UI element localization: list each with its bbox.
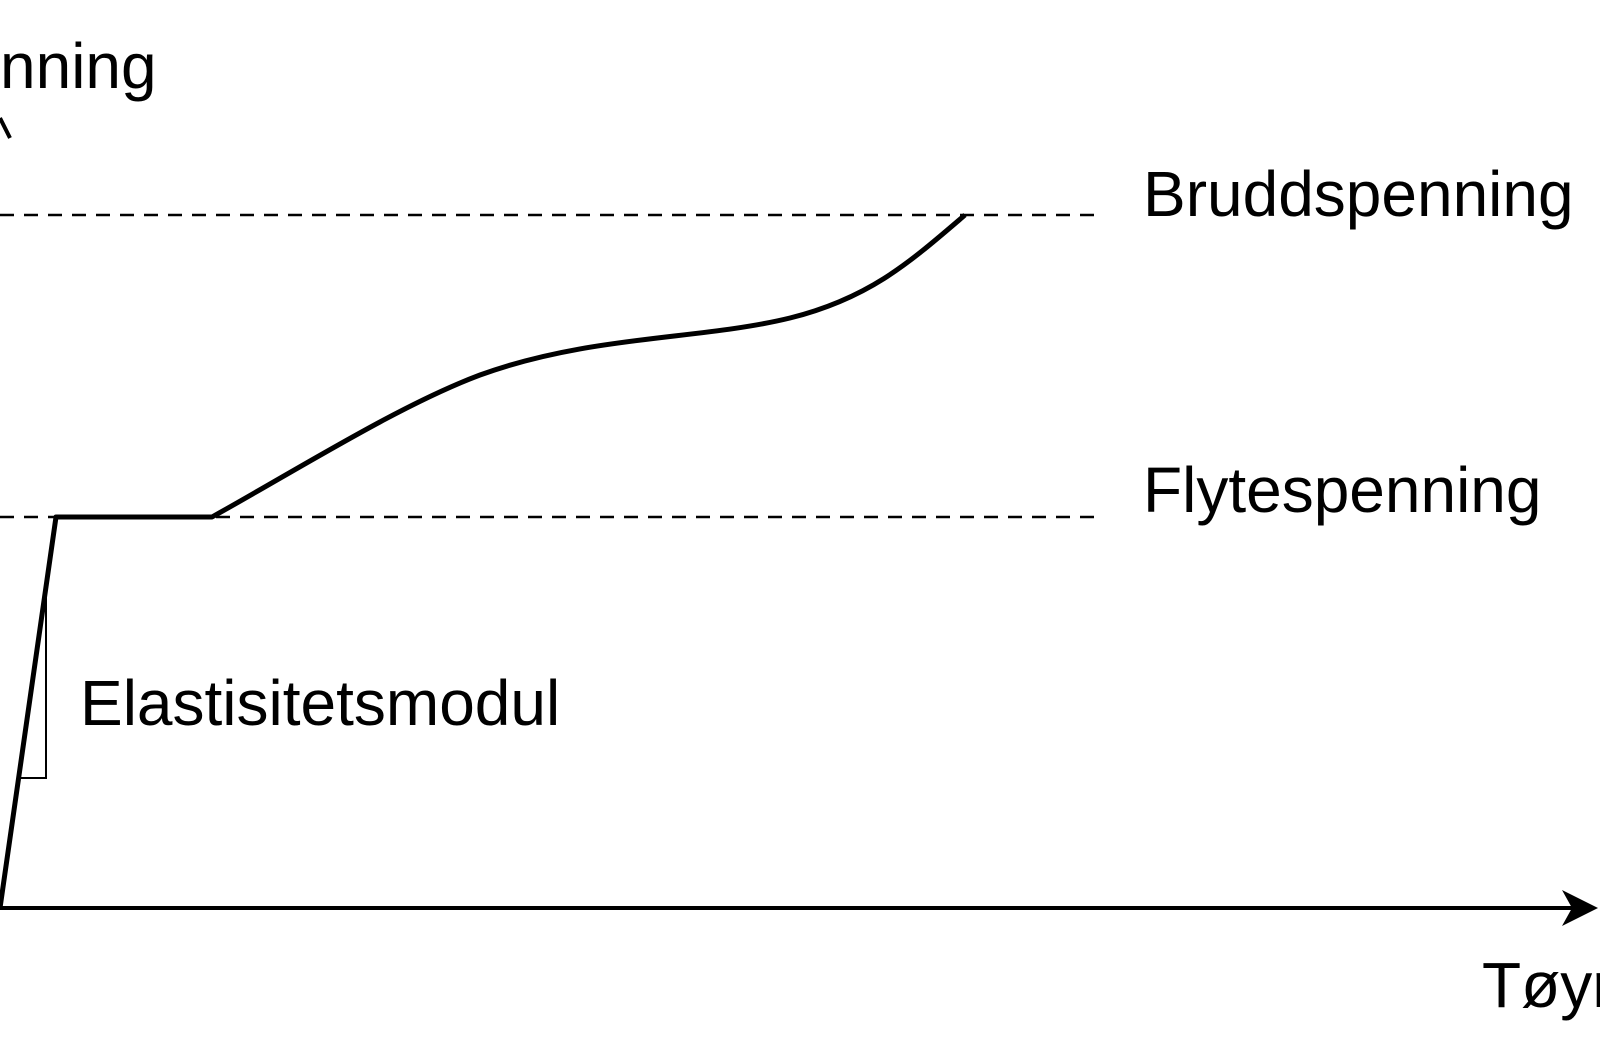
ultimate-stress-label: Bruddspenning [1143, 158, 1574, 230]
stress-strain-curve [0, 213, 967, 909]
y-axis-arrowhead [0, 117, 12, 139]
elastic-modulus-slope-triangle [18, 590, 47, 779]
x-axis-label: Tøyr [1482, 949, 1600, 1021]
yield-stress-label: Flytespenning [1143, 454, 1541, 526]
y-axis-label: nning [0, 30, 157, 102]
x-axis-arrowhead [1562, 890, 1598, 926]
elastic-modulus-label: Elastisitetsmodul [80, 667, 560, 739]
